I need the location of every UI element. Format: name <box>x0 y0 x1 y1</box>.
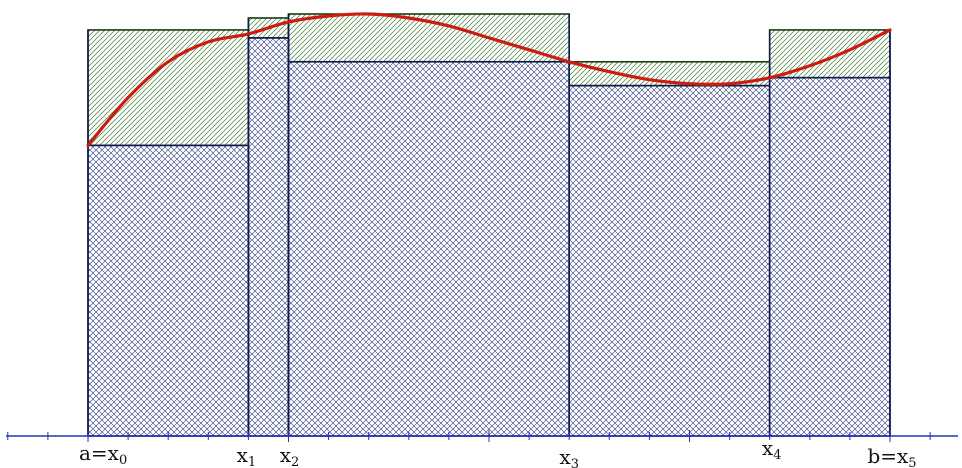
upper-sum-rectangles <box>87 13 891 147</box>
partition-label-0: a=x0 <box>79 441 127 468</box>
lower-rect-0 <box>87 144 250 437</box>
upper-rect-4 <box>768 29 891 79</box>
partition-labels: a=x0 x1 x2 x3 x4 b=x5 <box>79 436 917 468</box>
lower-rect-4 <box>768 76 891 437</box>
upper-rect-0 <box>87 29 250 147</box>
x-axis <box>6 430 958 442</box>
function-curve <box>86 12 892 147</box>
partition-label-2: x2 <box>280 443 300 468</box>
lower-rect-3 <box>568 84 771 437</box>
partition-label-3: x3 <box>559 445 579 468</box>
partition-label-5: b=x5 <box>867 444 916 468</box>
lower-sum-rectangles <box>87 37 891 437</box>
lower-rect-1 <box>247 37 290 437</box>
partition-label-4: x4 <box>762 436 782 463</box>
lower-rect-2 <box>287 60 571 437</box>
partition-dividers <box>87 14 891 436</box>
partition-label-1: x1 <box>237 443 257 468</box>
